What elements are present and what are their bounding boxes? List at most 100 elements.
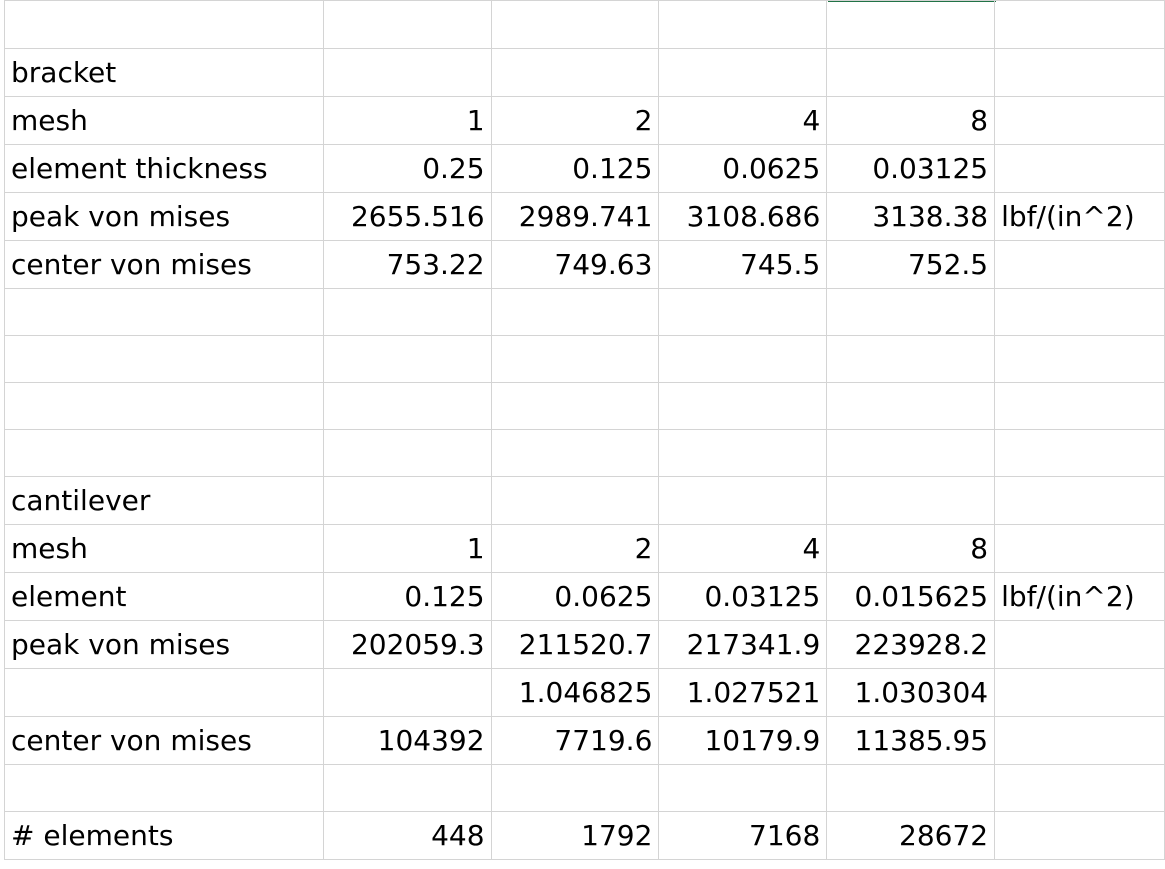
sheet-cell[interactable]: 448	[322, 811, 492, 860]
sheet-cell[interactable]	[994, 0, 1165, 49]
sheet-cell[interactable]: 749.63	[490, 240, 660, 289]
sheet-cell[interactable]: 0.0625	[490, 572, 660, 621]
sheet-cell[interactable]	[658, 288, 828, 336]
sheet-cell[interactable]	[658, 0, 828, 49]
sheet-cell[interactable]	[994, 668, 1165, 717]
sheet-cell[interactable]	[994, 476, 1165, 525]
sheet-cell[interactable]: 0.125	[490, 144, 660, 193]
sheet-cell[interactable]	[994, 811, 1165, 860]
sheet-cell[interactable]	[658, 476, 828, 525]
sheet-cell[interactable]	[490, 382, 660, 430]
sheet-cell[interactable]	[994, 524, 1165, 573]
sheet-cell[interactable]	[322, 335, 492, 383]
sheet-cell[interactable]: 217341.9	[658, 620, 828, 669]
sheet-cell[interactable]: 752.5	[826, 240, 996, 289]
sheet-cell[interactable]: peak von mises	[4, 620, 324, 669]
sheet-cell[interactable]	[4, 288, 324, 336]
sheet-cell[interactable]: 2989.741	[490, 192, 660, 241]
sheet-cell[interactable]	[4, 764, 324, 812]
sheet-cell[interactable]: 0.25	[322, 144, 492, 193]
sheet-cell[interactable]	[490, 48, 660, 97]
sheet-cell[interactable]	[994, 382, 1165, 430]
sheet-cell[interactable]	[4, 429, 324, 477]
sheet-cell[interactable]	[322, 429, 492, 477]
sheet-cell[interactable]	[826, 382, 996, 430]
sheet-cell[interactable]: 1.046825	[490, 668, 660, 717]
sheet-cell[interactable]: 753.22	[322, 240, 492, 289]
sheet-cell[interactable]: 202059.3	[322, 620, 492, 669]
sheet-cell[interactable]	[4, 335, 324, 383]
sheet-cell[interactable]: 0.03125	[658, 572, 828, 621]
sheet-cell[interactable]	[658, 48, 828, 97]
sheet-cell[interactable]: 4	[658, 524, 828, 573]
sheet-cell[interactable]: lbf/(in^2)	[994, 192, 1165, 241]
sheet-cell[interactable]: 11385.95	[826, 716, 996, 765]
sheet-cell[interactable]: # elements	[4, 811, 324, 860]
sheet-cell[interactable]	[994, 335, 1165, 383]
sheet-cell[interactable]: 0.015625	[826, 572, 996, 621]
sheet-cell[interactable]: 0.03125	[826, 144, 996, 193]
sheet-cell[interactable]: 1.030304	[826, 668, 996, 717]
sheet-cell[interactable]	[994, 429, 1165, 477]
sheet-cell[interactable]: 2655.516	[322, 192, 492, 241]
sheet-cell[interactable]: 1792	[490, 811, 660, 860]
sheet-cell[interactable]	[826, 288, 996, 336]
sheet-cell[interactable]	[490, 476, 660, 525]
sheet-cell[interactable]: mesh	[4, 524, 324, 573]
sheet-cell[interactable]	[826, 335, 996, 383]
sheet-cell[interactable]	[490, 764, 660, 812]
sheet-cell[interactable]	[490, 0, 660, 49]
sheet-cell[interactable]: 223928.2	[826, 620, 996, 669]
sheet-cell[interactable]: 8	[826, 524, 996, 573]
sheet-cell[interactable]: 1	[322, 96, 492, 145]
sheet-cell[interactable]	[826, 0, 996, 49]
sheet-cell[interactable]	[490, 335, 660, 383]
sheet-cell[interactable]	[658, 429, 828, 477]
sheet-cell[interactable]: lbf/(in^2)	[994, 572, 1165, 621]
sheet-cell[interactable]: 1.027521	[658, 668, 828, 717]
sheet-cell[interactable]: peak von mises	[4, 192, 324, 241]
sheet-cell[interactable]	[4, 382, 324, 430]
sheet-cell[interactable]	[322, 764, 492, 812]
sheet-cell[interactable]	[322, 288, 492, 336]
sheet-cell[interactable]	[994, 764, 1165, 812]
sheet-cell[interactable]: cantilever	[4, 476, 324, 525]
sheet-cell[interactable]	[4, 0, 324, 49]
sheet-cell[interactable]: 2	[490, 524, 660, 573]
sheet-cell[interactable]: 3108.686	[658, 192, 828, 241]
sheet-cell[interactable]: 8	[826, 96, 996, 145]
sheet-cell[interactable]	[826, 764, 996, 812]
sheet-cell[interactable]: mesh	[4, 96, 324, 145]
sheet-cell[interactable]	[994, 240, 1165, 289]
sheet-cell[interactable]: 7719.6	[490, 716, 660, 765]
sheet-cell[interactable]	[4, 668, 324, 717]
sheet-cell[interactable]	[322, 382, 492, 430]
sheet-cell[interactable]: 2	[490, 96, 660, 145]
sheet-cell[interactable]	[322, 48, 492, 97]
sheet-cell[interactable]: 4	[658, 96, 828, 145]
sheet-cell[interactable]	[826, 429, 996, 477]
sheet-cell[interactable]	[994, 620, 1165, 669]
sheet-cell[interactable]	[826, 48, 996, 97]
sheet-cell[interactable]: bracket	[4, 48, 324, 97]
sheet-cell[interactable]	[490, 429, 660, 477]
sheet-cell[interactable]	[658, 382, 828, 430]
sheet-cell[interactable]: 0.125	[322, 572, 492, 621]
sheet-cell[interactable]	[994, 716, 1165, 765]
sheet-cell[interactable]	[658, 335, 828, 383]
sheet-cell[interactable]: 211520.7	[490, 620, 660, 669]
sheet-cell[interactable]: 1	[322, 524, 492, 573]
sheet-cell[interactable]: 7168	[658, 811, 828, 860]
sheet-cell[interactable]: 28672	[826, 811, 996, 860]
sheet-cell[interactable]: center von mises	[4, 716, 324, 765]
sheet-cell[interactable]: 0.0625	[658, 144, 828, 193]
sheet-cell[interactable]	[658, 764, 828, 812]
sheet-cell[interactable]	[994, 288, 1165, 336]
sheet-cell[interactable]	[490, 288, 660, 336]
sheet-cell[interactable]: 104392	[322, 716, 492, 765]
sheet-cell[interactable]	[322, 476, 492, 525]
sheet-cell[interactable]	[994, 96, 1165, 145]
sheet-cell[interactable]	[322, 668, 492, 717]
sheet-cell[interactable]: 3138.38	[826, 192, 996, 241]
sheet-cell[interactable]	[994, 144, 1165, 193]
